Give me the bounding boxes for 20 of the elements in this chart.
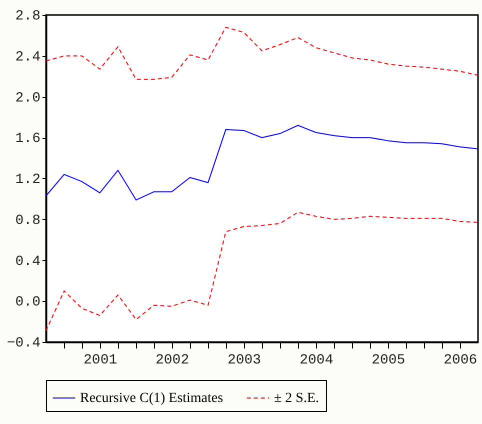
x-tick-label: 2004 [300, 352, 334, 368]
y-tick-label: 0.0 [15, 294, 40, 311]
legend-label: ± 2 S.E. [274, 391, 320, 406]
line-series [46, 212, 478, 332]
line-series [46, 124, 478, 200]
y-tick-label: 2.8 [15, 8, 40, 24]
y-tick-label: 2.0 [15, 90, 40, 106]
line-series [46, 26, 478, 80]
y-tick-label: −0.4 [6, 336, 40, 352]
x-tick-label: 2003 [227, 352, 262, 368]
x-tick-label: 2005 [372, 352, 406, 368]
legend-label: Recursive C(1) Estimates [80, 391, 224, 406]
y-tick-label: 1.6 [15, 131, 40, 148]
x-tick-label: 2006 [444, 352, 478, 368]
y-tick-label: 0.4 [15, 254, 40, 270]
x-tick-label: 2002 [155, 352, 190, 368]
y-tick-label: 1.2 [15, 172, 40, 188]
y-tick-label: 0.8 [15, 212, 40, 229]
y-tick-label: 2.4 [15, 49, 40, 66]
x-tick-label: 2001 [84, 352, 118, 368]
